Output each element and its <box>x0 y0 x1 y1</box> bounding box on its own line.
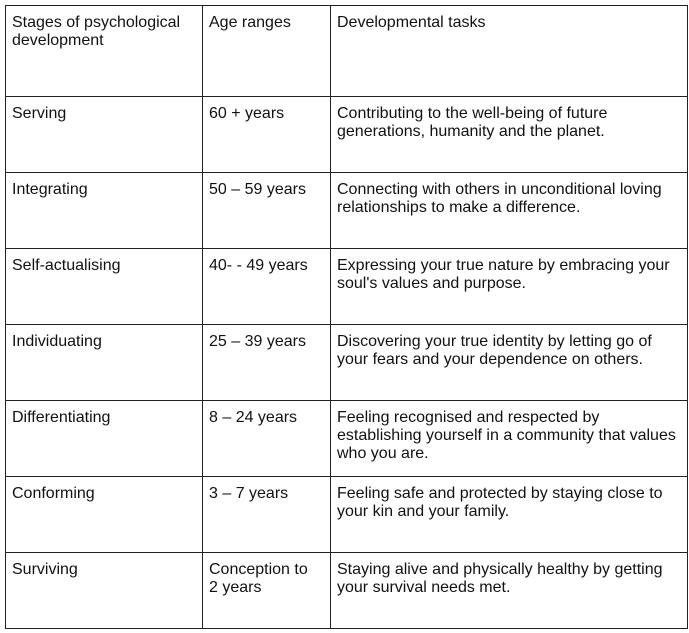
table-cell: Conforming <box>5 476 203 553</box>
table-row: Self-actualising 40- - 49 years Expressing… <box>5 248 688 325</box>
table-cell: Serving <box>5 96 203 173</box>
table-cell: 25 – 39 years <box>202 324 331 401</box>
table-cell: Discovering your true identity by lettin… <box>330 324 688 401</box>
header-cell: Age ranges <box>202 5 331 97</box>
header-row: Stages of psychological development Age r… <box>5 5 688 97</box>
table-cell: Contributing to the well-being of future… <box>330 96 688 173</box>
table-row: Serving 60 + years Contributing to the wel… <box>5 96 688 173</box>
table-row: Individuating 25 – 39 years Discovering yo… <box>5 324 688 401</box>
table-row: Surviving Conception to 2 years Staying al… <box>5 552 688 629</box>
table-cell: Expressing your true nature by embracing… <box>330 248 688 325</box>
table-cell: Surviving <box>5 552 203 629</box>
table-cell: Connecting with others in unconditional … <box>330 172 688 249</box>
table-cell: 40- - 49 years <box>202 248 331 325</box>
table-cell: Individuating <box>5 324 203 401</box>
table-cell: Feeling safe and protected by staying cl… <box>330 476 688 553</box>
table-cell: 3 – 7 years <box>202 476 331 553</box>
table-cell: 8 – 24 years <box>202 400 331 477</box>
table-cell: Self-actualising <box>5 248 203 325</box>
table-cell: Integrating <box>5 172 203 249</box>
header-cell: Stages of psychological development <box>5 5 203 97</box>
table-row: Differentiating 8 – 24 years Feeling recog… <box>5 400 688 477</box>
table-cell: Feeling recognised and respected by esta… <box>330 400 688 477</box>
stages-table: Stages of psychological development Age r… <box>5 5 688 629</box>
table-row: Conforming 3 – 7 years Feeling safe and pr… <box>5 476 688 553</box>
header-cell: Developmental tasks <box>330 5 688 97</box>
table-cell: 60 + years <box>202 96 331 173</box>
table-cell: Conception to 2 years <box>202 552 331 629</box>
table-cell: Differentiating <box>5 400 203 477</box>
table-body: Stages of psychological development Age r… <box>5 5 688 629</box>
table-cell: 50 – 59 years <box>202 172 331 249</box>
table-row: Integrating 50 – 59 years Connecting with … <box>5 172 688 249</box>
table-cell: Staying alive and physically healthy by … <box>330 552 688 629</box>
